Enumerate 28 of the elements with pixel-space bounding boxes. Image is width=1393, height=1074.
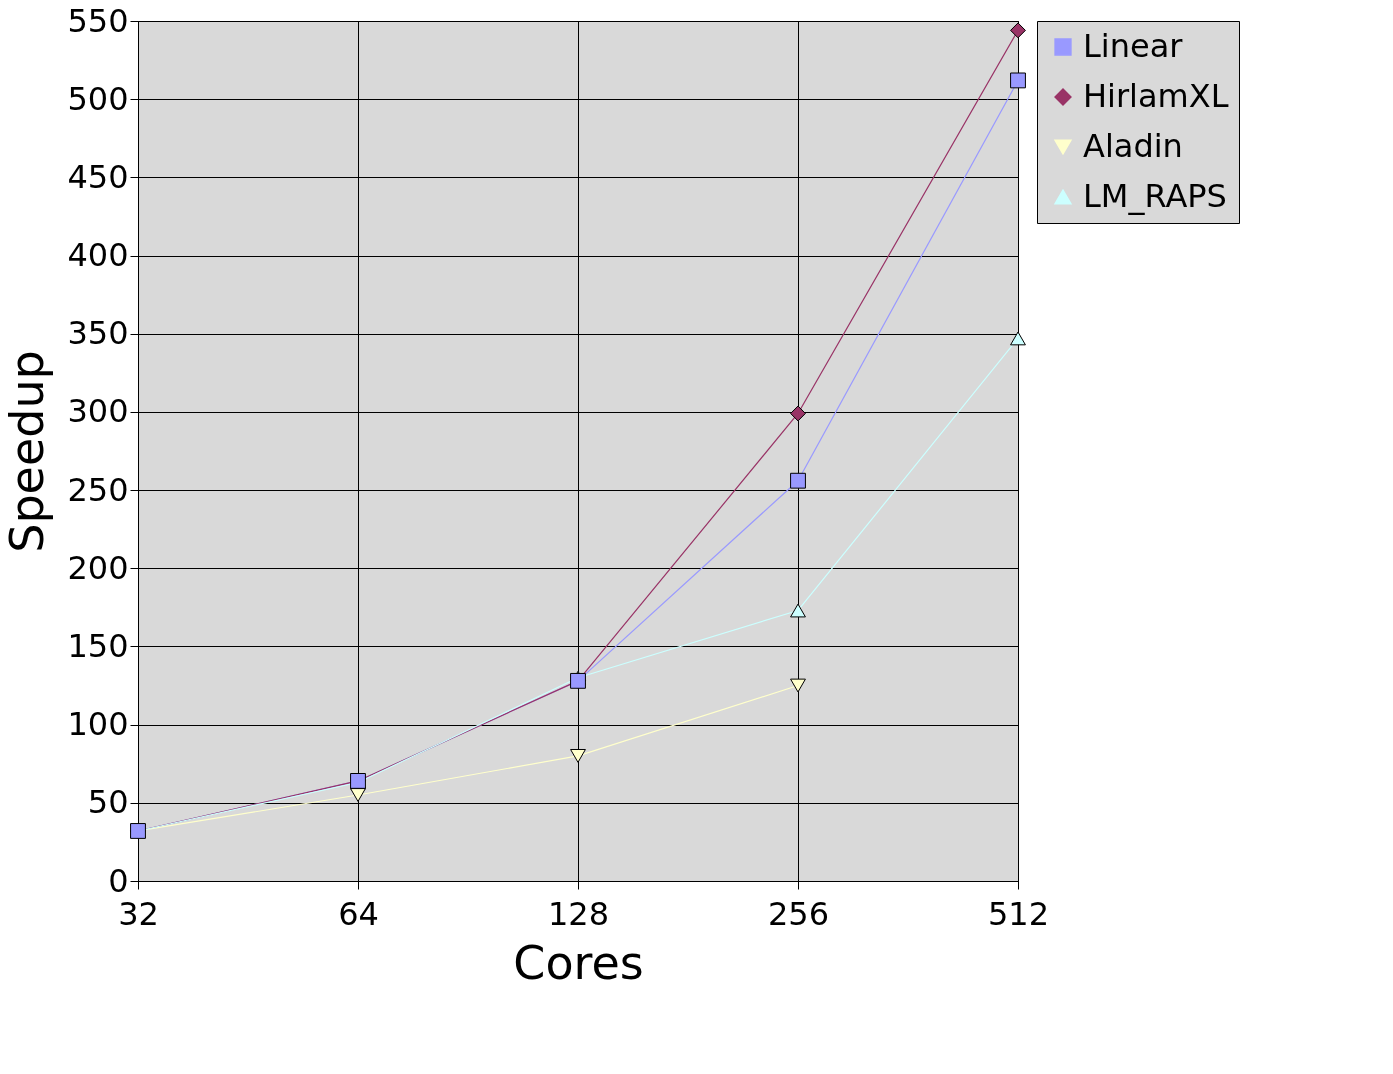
point xyxy=(1010,72,1026,89)
x-axis-title: Cores xyxy=(513,935,644,990)
x-tick-label: 512 xyxy=(987,894,1050,933)
legend-label: HirlamXL xyxy=(1083,77,1229,115)
y-tick-label: 500 xyxy=(67,79,129,118)
y-axis-title: Speedup xyxy=(0,350,55,553)
y-tick-label: 250 xyxy=(67,470,129,509)
point xyxy=(1010,22,1026,39)
y-tick-label: 50 xyxy=(87,783,129,822)
legend-label: Aladin xyxy=(1083,127,1183,165)
point xyxy=(790,405,806,422)
y-tick-label: 400 xyxy=(67,236,129,275)
point xyxy=(350,788,366,802)
x-tick-label: 64 xyxy=(338,894,379,933)
y-tick-label: 300 xyxy=(67,392,129,431)
y-tick-label: 350 xyxy=(67,314,129,353)
y-tick-label: 550 xyxy=(67,1,129,40)
y-tick-label: 200 xyxy=(67,548,129,587)
legend-label: LM_RAPS xyxy=(1083,177,1227,215)
y-tick-label: 150 xyxy=(67,626,129,665)
point xyxy=(570,748,586,763)
y-tick-label: 450 xyxy=(67,157,129,196)
point xyxy=(790,678,806,693)
x-tick-label: 128 xyxy=(547,894,610,933)
y-tick-label: 100 xyxy=(67,705,129,744)
legend-label: Linear xyxy=(1083,27,1184,65)
x-tick-label: 256 xyxy=(767,894,830,933)
point xyxy=(790,472,806,489)
